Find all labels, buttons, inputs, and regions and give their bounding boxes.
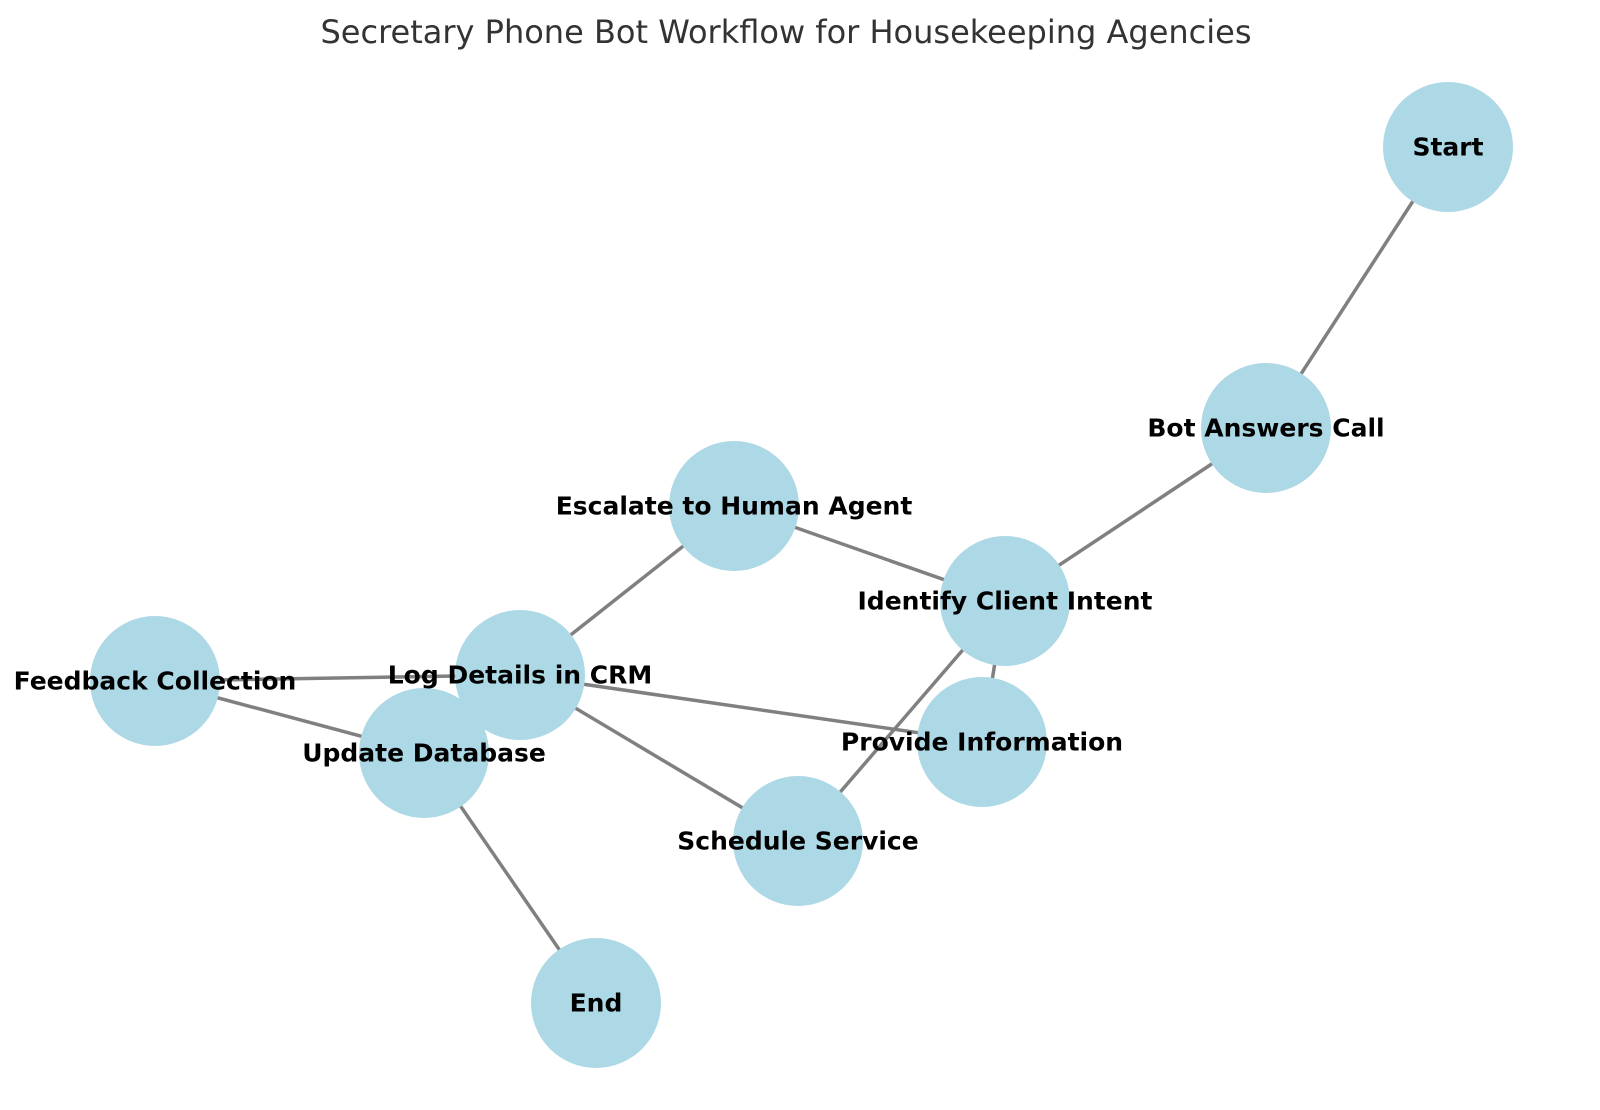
node-start [1383, 82, 1513, 212]
node-label-log-details-in-crm: Log Details in CRM [388, 661, 653, 690]
node-label-start: Start [1412, 133, 1483, 162]
node-provide-information [917, 677, 1047, 807]
node-label-bot-answers-call: Bot Answers Call [1147, 414, 1384, 443]
node-label-identify-client-intent: Identify Client Intent [858, 587, 1153, 616]
chart-title: Secretary Phone Bot Workflow for Houseke… [320, 13, 1251, 51]
labels-layer: Start Bot Answers Call Identify Client Int… [14, 133, 1484, 1018]
edge-provide-information--log-details-in-crm [519, 673, 983, 744]
node-bot-answers-call [1201, 363, 1331, 493]
node-label-schedule-service: Schedule Service [677, 827, 918, 856]
node-label-provide-information: Provide Information [841, 728, 1123, 757]
node-label-update-database: Update Database [302, 739, 546, 768]
nodes-layer [90, 82, 1513, 1068]
node-feedback-collection [90, 616, 220, 746]
node-update-database [359, 688, 489, 818]
node-label-end: End [570, 989, 623, 1018]
node-escalate-to-human-agent [669, 441, 799, 571]
node-end [531, 938, 661, 1068]
node-schedule-service [733, 776, 863, 906]
node-log-details-in-crm [455, 610, 585, 740]
node-identify-client-intent [940, 536, 1070, 666]
node-label-feedback-collection: Feedback Collection [14, 667, 297, 696]
node-label-escalate-to-human-agent: Escalate to Human Agent [556, 492, 913, 521]
